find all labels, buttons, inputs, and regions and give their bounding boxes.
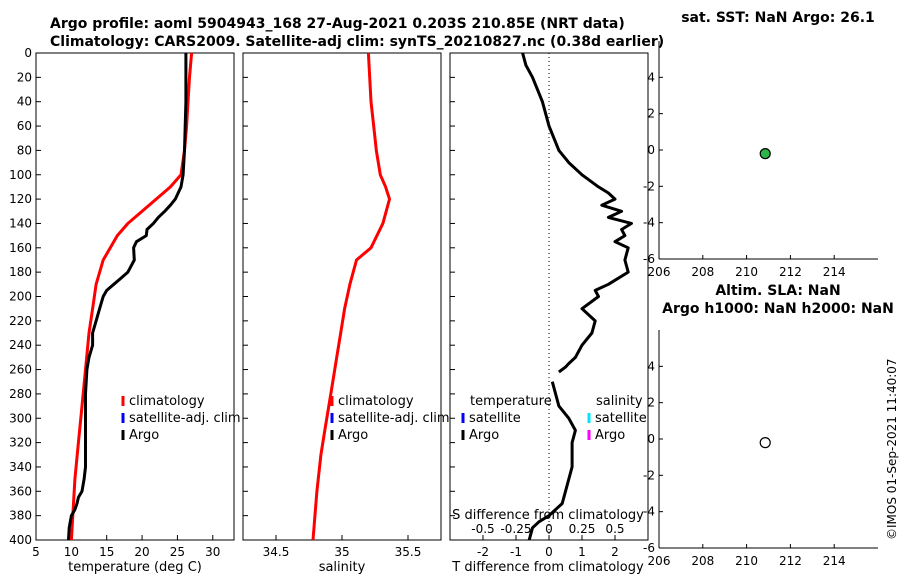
figure-title-line1: Argo profile: aoml 5904943_168 27-Aug-20… <box>50 16 625 32</box>
difference-s-tick-label: 0.25 <box>569 522 596 536</box>
sst-xtick-label: 214 <box>823 265 846 279</box>
temperature-ytick-label: 300 <box>9 411 32 425</box>
difference-argo-line-1 <box>521 52 633 374</box>
difference-s-tick-label: -0.25 <box>500 522 531 536</box>
difference-legend-temperature-title: temperature <box>470 394 552 409</box>
difference-salinity-legend-label: satellite <box>595 411 647 426</box>
temperature-xlabel: temperature (deg C) <box>68 560 202 575</box>
temperature-xtick-label: 25 <box>170 545 185 559</box>
temperature-xtick-label: 10 <box>64 545 79 559</box>
difference-xtick-label: 0 <box>545 545 553 559</box>
salinity-legend-label: satellite-adj. clim <box>338 411 450 426</box>
temperature-legend-label: Argo <box>129 428 159 443</box>
sla-xtick-label: 214 <box>823 554 846 568</box>
salinity-xlabel: salinity <box>319 560 366 575</box>
sst-xtick-label: 212 <box>779 265 802 279</box>
salinity-climatology-line <box>311 52 391 541</box>
sst-xtick-label: 210 <box>735 265 758 279</box>
temperature-ytick-label: 120 <box>9 192 32 206</box>
figure-title-line2: Climatology: CARS2009. Satellite-adj cli… <box>50 34 664 50</box>
temperature-ytick-label: 240 <box>9 338 32 352</box>
difference-s-tick-label: -0.5 <box>471 522 494 536</box>
salinity-panel: 34.5 35 35.5 salinity climatology satellite-a… <box>242 52 450 575</box>
temperature-ytick-label: 260 <box>9 363 32 377</box>
sla-xtick-label: 206 <box>648 554 671 568</box>
sla-panel: Altim. SLA: NaN Argo h1000: NaN h2000: N… <box>643 283 894 568</box>
temperature-legend-label: satellite-adj. clim <box>129 411 241 426</box>
sla-ytick-label: -4 <box>643 505 655 519</box>
sst-ytick-label: -4 <box>643 216 655 230</box>
temperature-ytick-label: 340 <box>9 460 32 474</box>
difference-temperature-legend-label: Argo <box>469 428 499 443</box>
salinity-legend-label: climatology <box>338 394 414 409</box>
temperature-climatology-line <box>69 52 194 541</box>
difference-salinity-legend-label: Argo <box>595 428 625 443</box>
sla-xtick-label: 210 <box>735 554 758 568</box>
temperature-ytick-label: 200 <box>9 290 32 304</box>
temperature-legend-label: climatology <box>129 394 205 409</box>
temperature-xtick-label: 20 <box>134 545 149 559</box>
temperature-xtick-label: 15 <box>99 545 114 559</box>
difference-s-xlabel: S difference from climatology <box>452 508 644 523</box>
temperature-ytick-label: 380 <box>9 509 32 523</box>
sst-xtick-label: 206 <box>648 265 671 279</box>
sst-ytick-label: 2 <box>647 107 655 121</box>
sst-ytick-label: 4 <box>647 70 655 84</box>
difference-xtick-label: 2 <box>611 545 619 559</box>
difference-panel: -2 -1 0 1 2 -0.5 -0.25 0 0.25 0.5S difference fro… <box>449 52 649 575</box>
sla-ytick-label: 0 <box>647 432 655 446</box>
temperature-ytick-label: 220 <box>9 314 32 328</box>
sst-panel-title: sat. SST: NaN Argo: 26.1 <box>681 10 875 26</box>
difference-xtick-label: -2 <box>477 545 489 559</box>
sst-xtick-label: 208 <box>691 265 714 279</box>
sla-ytick-label: 2 <box>647 396 655 410</box>
temperature-axes-box <box>35 52 235 541</box>
temperature-ytick-label: 20 <box>17 70 32 84</box>
sst-ytick-label: -2 <box>643 179 655 193</box>
difference-temperature-legend-label: satellite <box>469 411 521 426</box>
difference-t-xlabel: T difference from climatology <box>451 560 644 575</box>
temperature-ytick-label: 280 <box>9 387 32 401</box>
sla-ytick-label: -6 <box>643 541 655 555</box>
imos-timestamp: ©IMOS 01-Sep-2021 11:40:07 <box>885 358 899 540</box>
difference-s-tick-label: 0.5 <box>605 522 624 536</box>
temperature-ytick-label: 60 <box>17 119 32 133</box>
sst-point <box>759 148 771 160</box>
difference-xtick-label: -1 <box>510 545 522 559</box>
temperature-ytick-label: 180 <box>9 265 32 279</box>
salinity-xtick-label: 35 <box>334 545 349 559</box>
salinity-legend-label: Argo <box>338 428 368 443</box>
temperature-panel: 0 20 40 60 80 100 120 140 160 180 200 220 240 260 280 3… <box>9 46 241 575</box>
difference-s-tick-label: 0 <box>545 522 553 536</box>
difference-legend-salinity-title: salinity <box>596 394 643 409</box>
sla-xtick-label: 212 <box>779 554 802 568</box>
sla-ytick-label: -2 <box>643 468 655 482</box>
temperature-ytick-label: 360 <box>9 484 32 498</box>
sla-xtick-label: 208 <box>691 554 714 568</box>
temperature-ytick-label: 400 <box>9 533 32 547</box>
temperature-ytick-label: 100 <box>9 168 32 182</box>
temperature-xtick-label: 5 <box>32 545 40 559</box>
temperature-ytick-label: 80 <box>17 143 32 157</box>
temperature-ytick-label: 0 <box>24 46 32 60</box>
difference-xtick-label: 1 <box>578 545 586 559</box>
temperature-xtick-label: 30 <box>205 545 220 559</box>
sla-panel-title: Altim. SLA: NaN <box>715 283 840 299</box>
temperature-ytick-label: 160 <box>9 241 32 255</box>
sla-point <box>759 437 771 449</box>
difference-argo-line-2 <box>527 381 577 541</box>
temperature-ytick-label: 320 <box>9 436 32 450</box>
sla-ytick-label: 4 <box>647 359 655 373</box>
sla-panel-title-2: Argo h1000: NaN h2000: NaN <box>662 301 894 317</box>
temperature-ytick-label: 40 <box>17 95 32 109</box>
sst-ytick-label: -6 <box>643 252 655 266</box>
salinity-axes-box <box>242 52 442 541</box>
temperature-ytick-label: 140 <box>9 216 32 230</box>
temperature-argo-line <box>67 53 188 541</box>
salinity-xtick-label: 35.5 <box>395 545 422 559</box>
sst-ytick-label: 0 <box>647 143 655 157</box>
salinity-xtick-label: 34.5 <box>263 545 290 559</box>
